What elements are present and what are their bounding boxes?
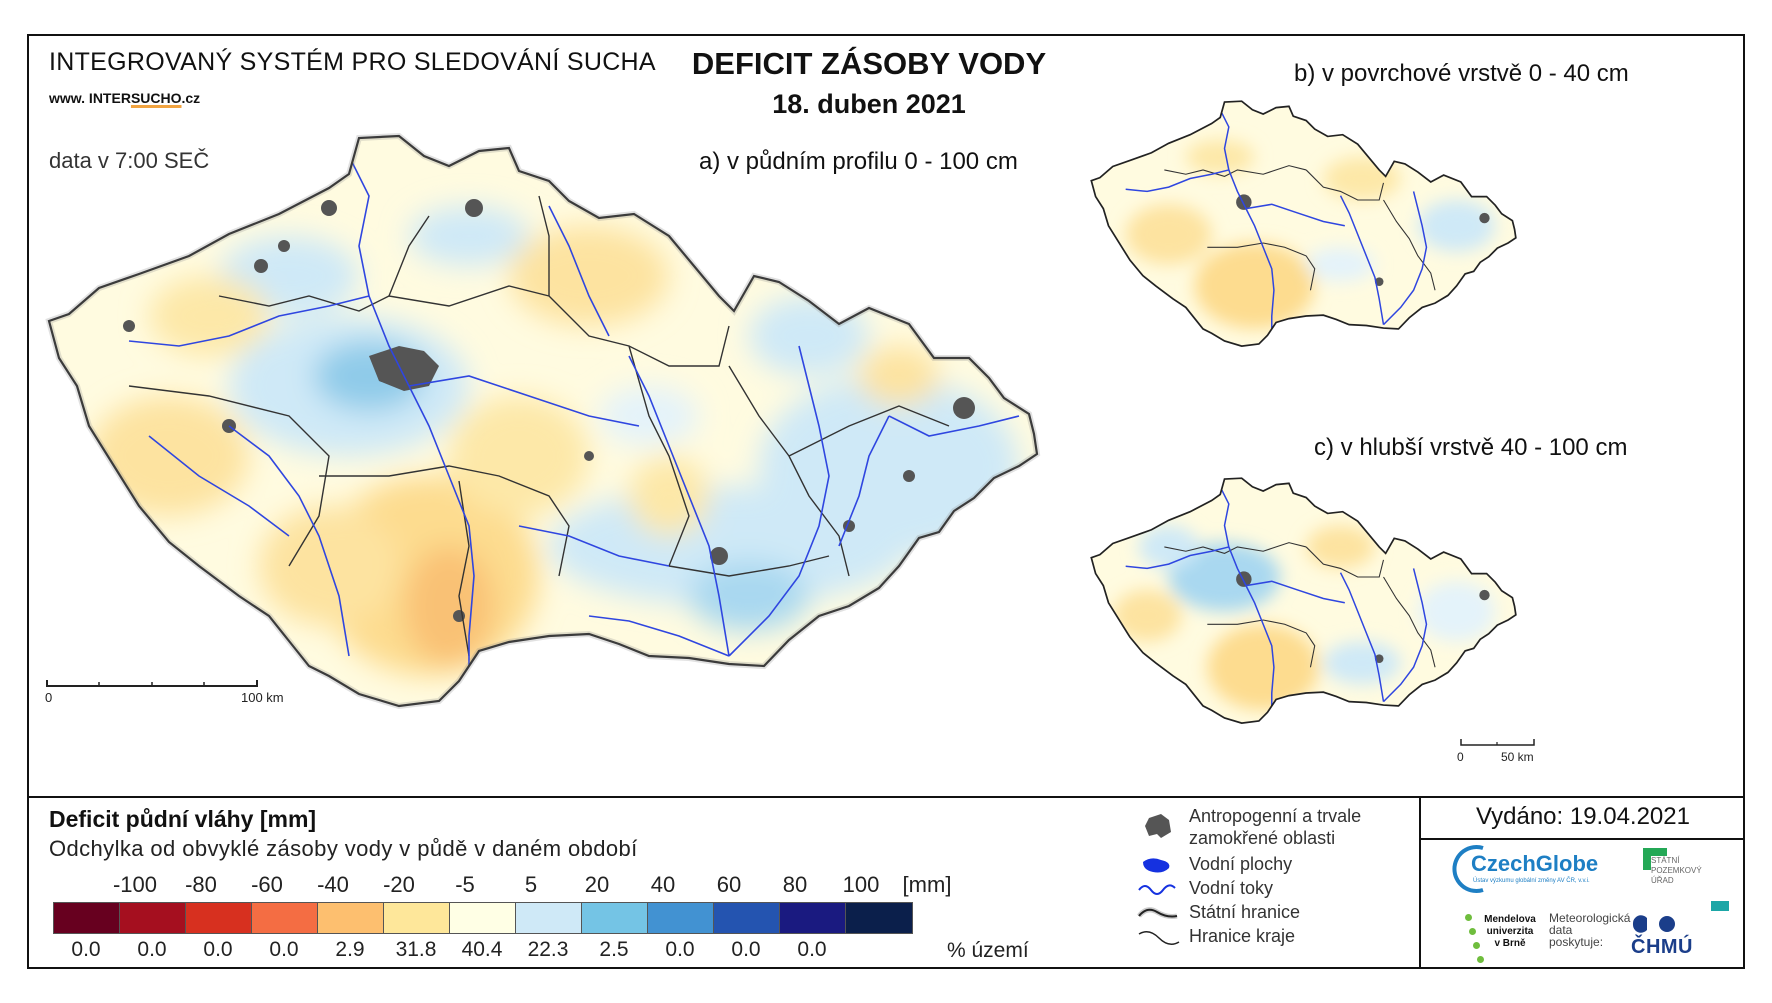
scale-bar-small <box>1460 739 1535 746</box>
map-b-label: b) v povrchové vrstvě 0 - 40 cm <box>1294 60 1629 87</box>
mendelu-dot-icon <box>1469 928 1476 935</box>
legend-tick-label: 80 <box>782 872 808 897</box>
chmu-logo-icon <box>1632 915 1675 933</box>
website-link[interactable]: www. INTERSUCHO.cz <box>49 90 201 106</box>
legend-class-swatch <box>648 903 714 933</box>
map-panel: INTEGROVANÝ SYSTÉM PRO SLEDOVÁNÍ SUCHA w… <box>29 36 1743 798</box>
legend-percent-value: 2.5 <box>599 938 629 961</box>
mendelu-dot-icon <box>1465 914 1472 921</box>
met-data-provider: Meteorologická data poskytuje: <box>1549 911 1631 949</box>
water-bodies-label: Vodní plochy <box>1189 854 1293 874</box>
legend-region-border: Hranice kraje <box>1137 926 1437 950</box>
legend-percent-value: 0.0 <box>137 938 167 961</box>
legend-class-swatch <box>516 903 582 933</box>
legend-percent-value: 0.0 <box>71 938 101 961</box>
legend-tick-label: 60 <box>716 872 742 897</box>
spu-logo-mark-3 <box>1711 901 1729 911</box>
spu-logo-mark <box>1643 848 1667 856</box>
antro-label-1: Antropogenní a trvale <box>1189 806 1362 826</box>
legend-tick-labels: -100 -80 -60 -40 -20 -5 5 20 40 60 80 100 [mm] <box>87 872 967 898</box>
legend-class-swatch <box>54 903 120 933</box>
water-streams-label: Vodní toky <box>1189 878 1274 898</box>
legend-class-swatch <box>450 903 516 933</box>
legend-tick-label: -80 <box>185 872 217 897</box>
legend-water-bodies: Vodní plochy <box>1137 854 1437 878</box>
legend-tick-label: 100 <box>842 872 880 897</box>
legend-percent-value: 40.4 <box>461 938 503 961</box>
map-c-label: c) v hlubší vrstvě 40 - 100 cm <box>1314 434 1628 461</box>
legend-class-swatch <box>186 903 252 933</box>
legend-state-border: Státní hranice <box>1137 902 1437 926</box>
water-body-icon <box>1143 858 1170 873</box>
main-title: DEFICIT ZÁSOBY VODY <box>691 46 1047 81</box>
legend-tick-label: -5 <box>455 872 475 897</box>
legend-percent-value: 0.0 <box>269 938 299 961</box>
map-a-label: a) v půdním profilu 0 - 100 cm <box>699 148 1018 175</box>
legend-panel: Deficit půdní vláhy [mm] Odchylka od obv… <box>29 796 1745 967</box>
scale-small-end: 50 km <box>1501 750 1534 764</box>
scale-bar-main <box>46 680 258 687</box>
legend-water-streams: Vodní toky <box>1137 878 1437 902</box>
legend-percent-value: 2.9 <box>335 938 365 961</box>
legend-class-swatch <box>780 903 846 933</box>
legend-percent-unit: % území <box>947 939 1029 962</box>
map-b <box>1090 100 1517 347</box>
spu-logo-mark-2 <box>1643 848 1651 870</box>
spu-logo: STÁTNÍ POZEMKOVÝ ÚŘAD <box>1651 856 1702 885</box>
mendelu-dot-icon <box>1473 942 1480 949</box>
legend-color-bar <box>53 902 913 934</box>
scale-small-start: 0 <box>1457 750 1464 764</box>
issued-box: Vydáno: 19.04.2021 CzechGlobe Ústav výzk… <box>1419 796 1745 967</box>
system-title: INTEGROVANÝ SYSTÉM PRO SLEDOVÁNÍ SUCHA <box>49 48 656 76</box>
region-border-label: Hranice kraje <box>1189 926 1296 946</box>
legend-title: Deficit půdní vláhy [mm] <box>49 806 317 832</box>
czechglobe-logo-sub: Ústav výzkumu globální změny AV ČR, v.v.… <box>1473 878 1590 884</box>
legend-tick-label: -40 <box>317 872 349 897</box>
legend-tick-label: -20 <box>383 872 415 897</box>
mendelu-dot-icon <box>1477 956 1484 963</box>
legend-class-swatch <box>384 903 450 933</box>
legend-percent-values: 0.0 0.0 0.0 0.0 2.9 31.8 40.4 22.3 2.5 0.0 0.0 0.0 <box>53 938 853 964</box>
mendelu-logo: Mendelova univerzita v Brně <box>1484 914 1536 949</box>
antro-area-icon <box>1145 814 1171 838</box>
region-border-icon <box>1138 931 1180 945</box>
legend-percent-value: 22.3 <box>527 938 569 961</box>
legend-subtitle: Odchylka od obvyklé zásoby vody v půdě v… <box>49 836 638 861</box>
legend-percent-value: 0.0 <box>203 938 233 961</box>
legend-tick-label: 5 <box>524 872 538 897</box>
figure-frame: INTEGROVANÝ SYSTÉM PRO SLEDOVÁNÍ SUCHA w… <box>27 34 1745 969</box>
legend-percent-value: 31.8 <box>395 938 437 961</box>
stream-icon <box>1138 884 1176 895</box>
legend-percent-value: 0.0 <box>797 938 827 961</box>
state-border-label: Státní hranice <box>1189 902 1301 922</box>
legend-class-swatch <box>582 903 648 933</box>
issued-date: Vydáno: 19.04.2021 <box>1421 796 1745 840</box>
legend-percent-value: 0.0 <box>665 938 695 961</box>
map-c <box>1090 477 1517 724</box>
chmu-logo: ČHMÚ <box>1631 936 1693 958</box>
legend-tick-label: -60 <box>251 872 283 897</box>
legend-class-swatch <box>318 903 384 933</box>
legend-class-swatch <box>846 903 912 933</box>
legend-class-swatch <box>252 903 318 933</box>
legend-tick-label: -100 <box>112 872 158 897</box>
legend-tick-label: 20 <box>584 872 610 897</box>
czechglobe-arc-icon <box>1452 845 1484 893</box>
antro-label-2: zamokřené oblasti <box>1189 828 1336 848</box>
legend-class-swatch <box>714 903 780 933</box>
legend-tick-label: 40 <box>650 872 676 897</box>
czechglobe-logo: CzechGlobe <box>1471 851 1599 876</box>
data-time: data v 7:00 SEČ <box>49 148 210 173</box>
map-a <box>46 96 1059 736</box>
main-date: 18. duben 2021 <box>772 89 966 119</box>
state-border-icon <box>1137 907 1178 919</box>
legend-percent-value: 0.0 <box>731 938 761 961</box>
legend-class-swatch <box>120 903 186 933</box>
legend-tick-label: [mm] <box>902 872 952 897</box>
scale-main-end: 100 km <box>241 690 284 705</box>
scale-main-start: 0 <box>45 690 53 705</box>
legend-antro: Antropogenní a trvale zamokřené oblasti <box>1137 806 1437 850</box>
